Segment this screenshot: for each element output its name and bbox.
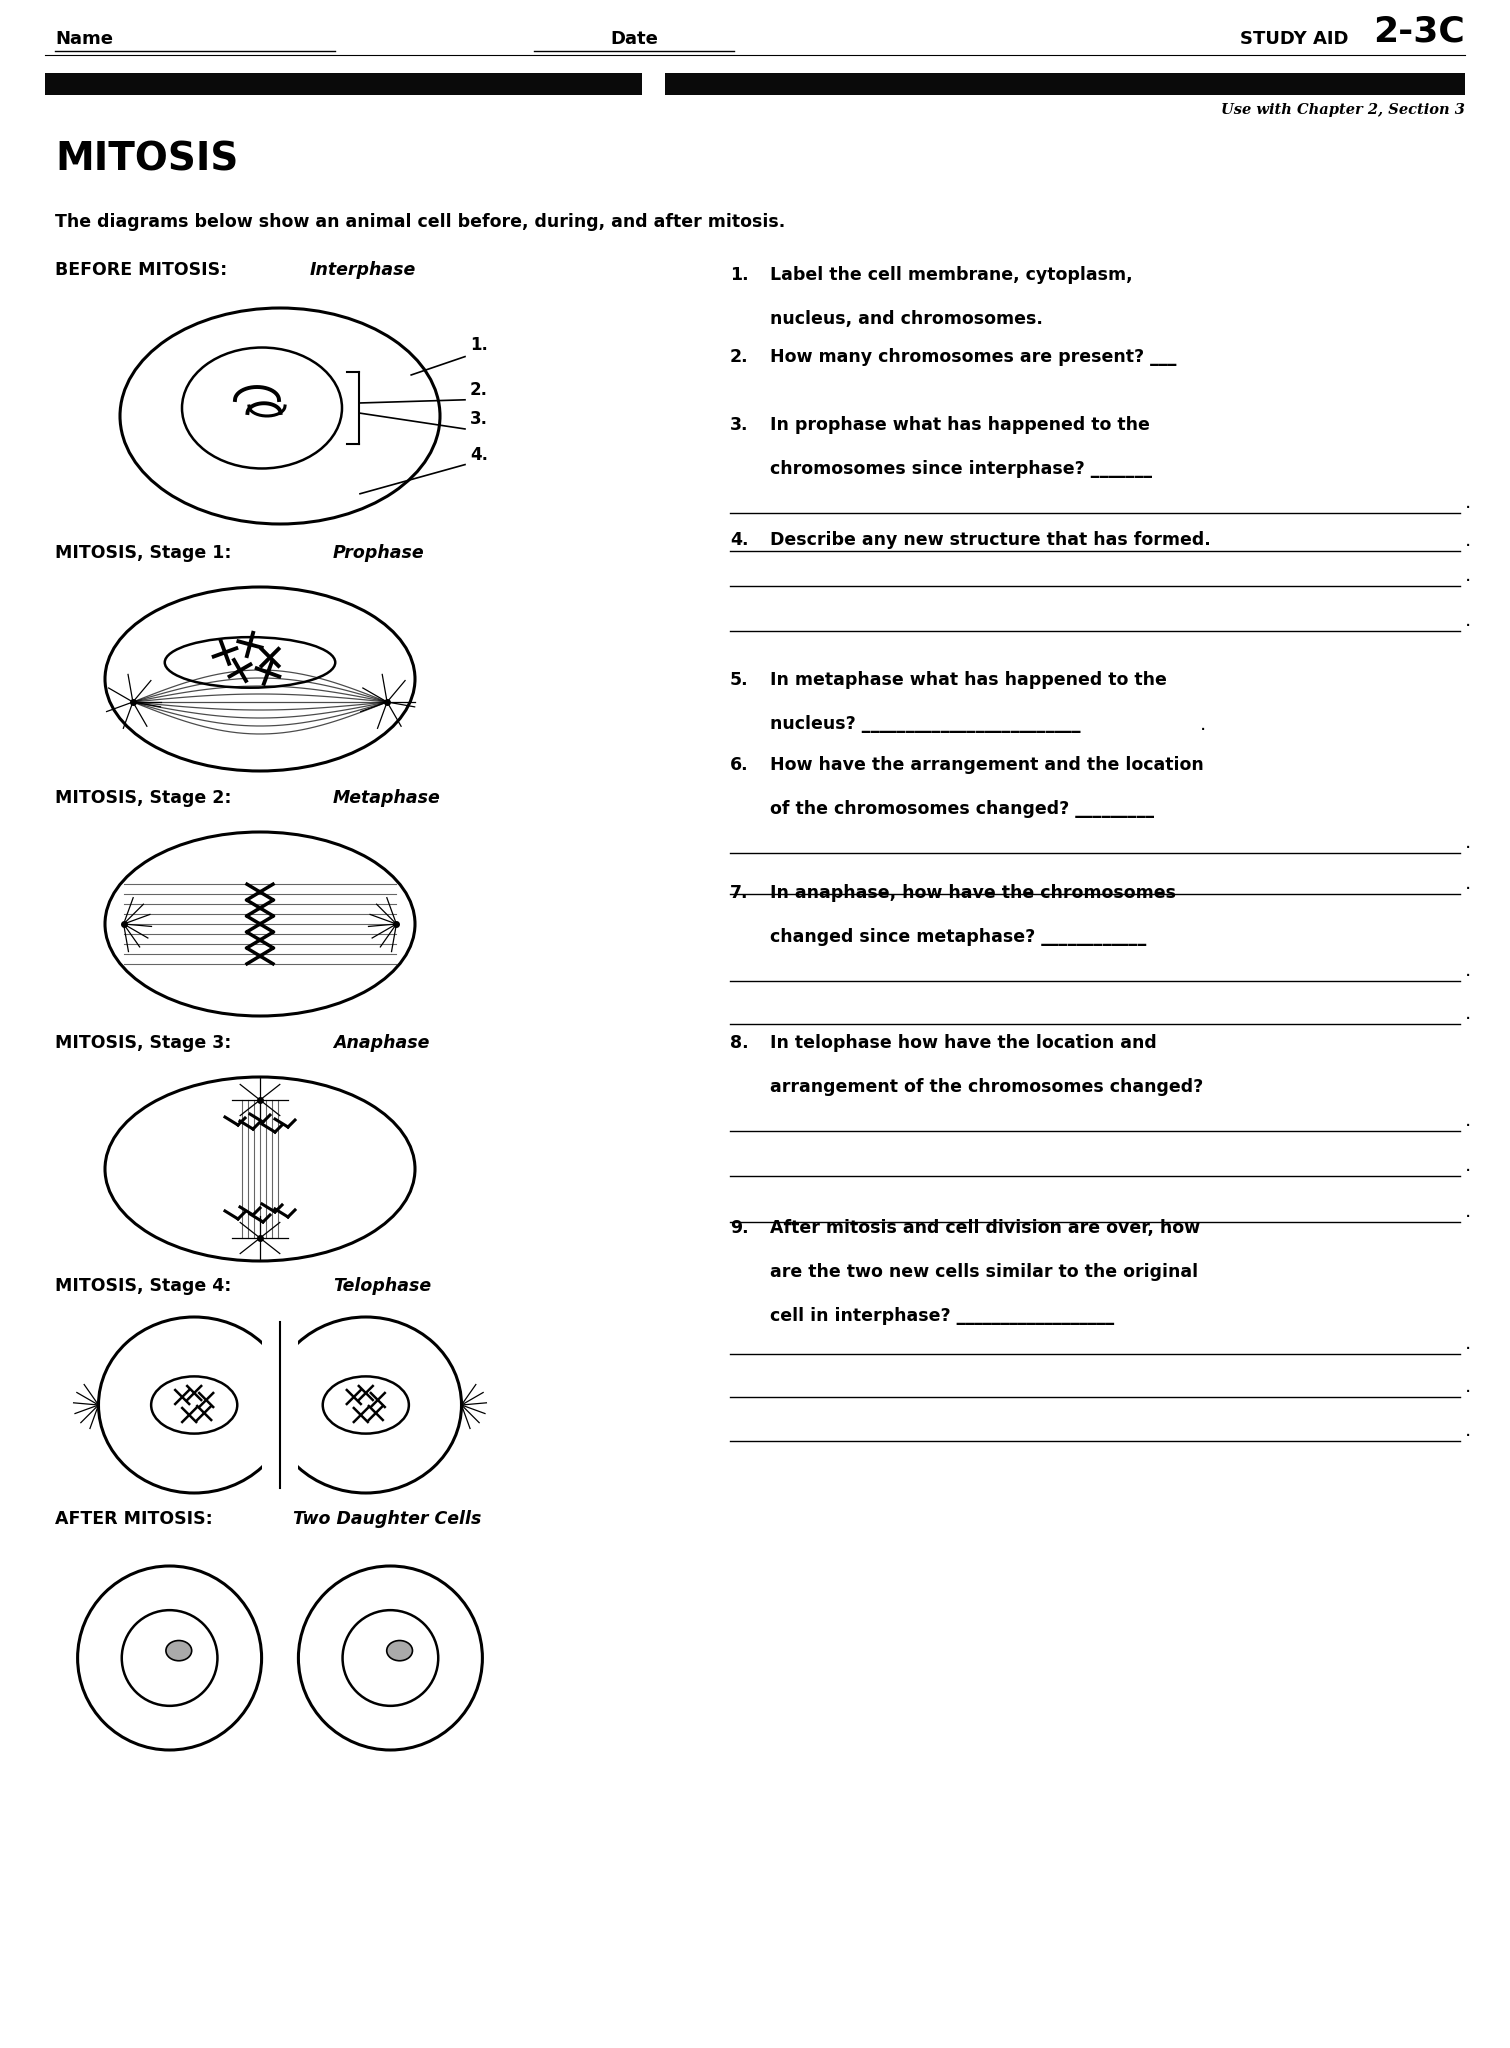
Text: Interphase: Interphase [310, 260, 417, 279]
Text: .: . [1465, 1155, 1471, 1176]
Text: How many chromosomes are present? ___: How many chromosomes are present? ___ [770, 348, 1176, 367]
Text: STUDY AID: STUDY AID [1240, 31, 1354, 47]
Text: 2.: 2. [470, 381, 488, 399]
Text: Metaphase: Metaphase [334, 788, 441, 807]
Text: 7.: 7. [729, 885, 749, 901]
Text: of the chromosomes changed? _________: of the chromosomes changed? _________ [770, 801, 1154, 817]
Text: .: . [1465, 494, 1471, 512]
Text: .: . [1200, 715, 1206, 733]
Text: 2.: 2. [729, 348, 749, 367]
Bar [263, 1323, 297, 1489]
Text: nucleus? _________________________: nucleus? _________________________ [770, 715, 1081, 733]
Text: Label the cell membrane, cytoplasm,: Label the cell membrane, cytoplasm, [770, 266, 1132, 285]
Text: Name: Name [54, 31, 113, 47]
Text: 6.: 6. [729, 756, 749, 774]
Text: .: . [1465, 610, 1471, 631]
Text: .: . [1465, 961, 1471, 981]
Text: Use with Chapter 2, Section 3: Use with Chapter 2, Section 3 [1222, 102, 1465, 117]
Text: Describe any new structure that has formed.: Describe any new structure that has form… [770, 530, 1211, 549]
Text: cell in interphase? __________________: cell in interphase? __________________ [770, 1307, 1114, 1325]
Text: .: . [1465, 1110, 1471, 1130]
Text: .: . [1465, 1004, 1471, 1024]
Text: After mitosis and cell division are over, how: After mitosis and cell division are over… [770, 1219, 1200, 1237]
Text: In prophase what has happened to the: In prophase what has happened to the [770, 416, 1151, 434]
Text: 1.: 1. [470, 336, 488, 354]
Text: Prophase: Prophase [334, 545, 424, 561]
Text: are the two new cells similar to the original: are the two new cells similar to the ori… [770, 1264, 1197, 1280]
Text: In anaphase, how have the chromosomes: In anaphase, how have the chromosomes [770, 885, 1176, 901]
Text: MITOSIS, Stage 4:: MITOSIS, Stage 4: [54, 1278, 237, 1294]
Text: changed since metaphase? ____________: changed since metaphase? ____________ [770, 928, 1146, 946]
Text: MITOSIS, Stage 1:: MITOSIS, Stage 1: [54, 545, 237, 561]
Ellipse shape [387, 1640, 412, 1661]
Text: nucleus, and chromosomes.: nucleus, and chromosomes. [770, 309, 1043, 328]
Text: .: . [1465, 1421, 1471, 1440]
Text: chromosomes since interphase? _______: chromosomes since interphase? _______ [770, 461, 1152, 477]
Text: arrangement of the chromosomes changed?: arrangement of the chromosomes changed? [770, 1077, 1203, 1096]
Text: BEFORE MITOSIS:: BEFORE MITOSIS: [54, 260, 233, 279]
Bar [664, 74, 1465, 94]
Text: 4.: 4. [729, 530, 749, 549]
Text: .: . [1465, 1376, 1471, 1397]
Text: .: . [1465, 1202, 1471, 1221]
Text: How have the arrangement and the location: How have the arrangement and the locatio… [770, 756, 1203, 774]
Text: 9.: 9. [729, 1219, 749, 1237]
Text: 2-3C: 2-3C [1373, 14, 1465, 47]
Text: 1.: 1. [729, 266, 749, 285]
Ellipse shape [166, 1640, 192, 1661]
Bar [45, 74, 642, 94]
Text: In telophase how have the location and: In telophase how have the location and [770, 1034, 1157, 1053]
Text: Anaphase: Anaphase [334, 1034, 429, 1053]
Text: 3.: 3. [470, 410, 488, 428]
Text: .: . [1465, 565, 1471, 586]
Text: Date: Date [610, 31, 658, 47]
Text: MITOSIS, Stage 2:: MITOSIS, Stage 2: [54, 788, 237, 807]
Text: The diagrams below show an animal cell before, during, and after mitosis.: The diagrams below show an animal cell b… [54, 213, 785, 231]
Text: Two Daughter Cells: Two Daughter Cells [293, 1509, 482, 1528]
Text: .: . [1465, 1333, 1471, 1354]
Text: .: . [1465, 530, 1471, 551]
Text: .: . [1465, 834, 1471, 852]
Text: 8.: 8. [729, 1034, 749, 1053]
Text: MITOSIS: MITOSIS [54, 141, 239, 178]
Text: 5.: 5. [729, 672, 749, 688]
Text: MITOSIS, Stage 3:: MITOSIS, Stage 3: [54, 1034, 237, 1053]
Text: In metaphase what has happened to the: In metaphase what has happened to the [770, 672, 1167, 688]
Text: AFTER MITOSIS:: AFTER MITOSIS: [54, 1509, 219, 1528]
Text: .: . [1465, 874, 1471, 893]
Text: 4.: 4. [470, 446, 488, 463]
Text: 3.: 3. [729, 416, 749, 434]
Text: Telophase: Telophase [334, 1278, 432, 1294]
